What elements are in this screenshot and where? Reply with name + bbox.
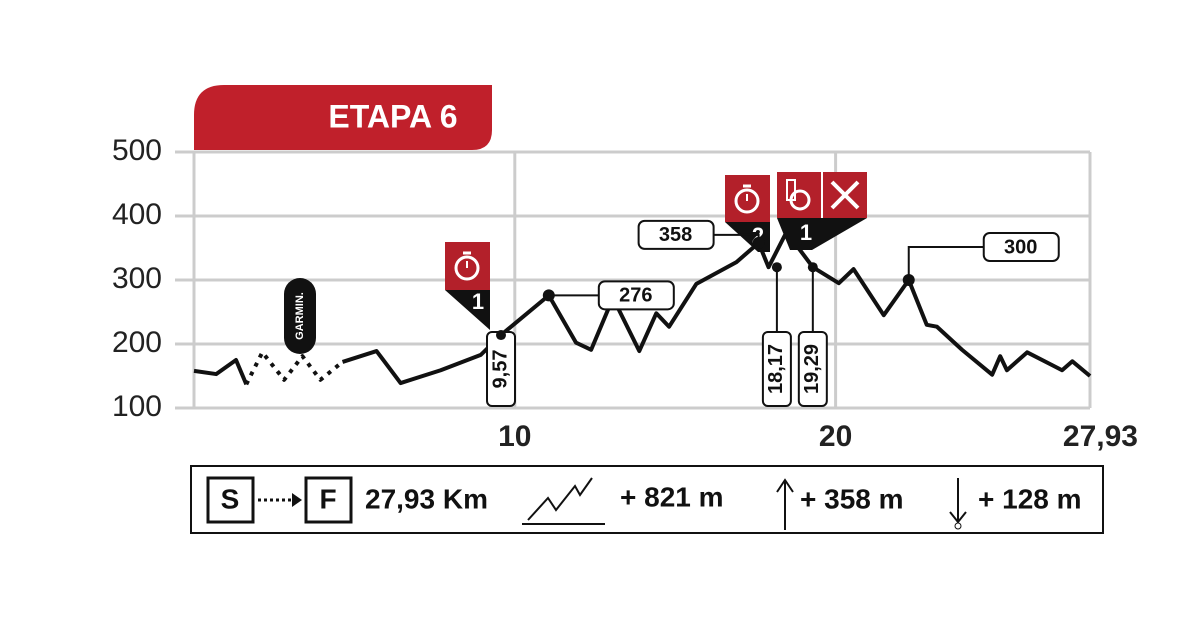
callout-dot <box>902 274 915 286</box>
title-tab <box>194 85 492 150</box>
distance: 27,93 Km <box>365 483 488 514</box>
badge-number: 1 <box>800 220 812 245</box>
badge: 1 <box>777 172 867 250</box>
x-tick-label: 10 <box>498 420 531 453</box>
marker-label: 18,17 <box>765 344 787 394</box>
callout-label: 300 <box>1004 236 1037 258</box>
callout-label: 358 <box>659 224 692 246</box>
elevation-line <box>341 230 1092 386</box>
callout-label: 276 <box>619 285 652 307</box>
callout-box <box>637 219 715 250</box>
callout-dot <box>752 236 765 249</box>
brand-pill <box>284 278 316 354</box>
marker-dot <box>771 262 782 273</box>
max-icon <box>776 478 794 530</box>
marker-label: 19,29 <box>801 344 823 394</box>
loss-icon <box>949 478 967 524</box>
gain-icon <box>522 477 605 525</box>
x-tick-label: 20 <box>819 420 852 453</box>
start: S <box>221 483 240 514</box>
chart-title: ETAPA 6 <box>328 98 457 134</box>
marker-dot <box>807 262 818 273</box>
finish-box <box>304 476 353 524</box>
x-tick-label: 27,93 <box>1063 420 1138 453</box>
callout-box <box>982 232 1060 262</box>
elevation-line <box>193 358 249 386</box>
start-box <box>206 476 255 524</box>
gain: + 821 m <box>620 481 724 512</box>
callout-box <box>597 280 675 311</box>
brand: GARMIN. <box>294 292 306 340</box>
y-tick-label: 500 <box>112 134 162 167</box>
badge: 1 <box>445 242 490 330</box>
marker-label: 9,57 <box>489 350 511 389</box>
marker-dot <box>496 330 507 341</box>
max: + 358 m <box>800 483 904 514</box>
loss: + 128 m <box>978 483 1082 514</box>
marker-box <box>761 331 792 407</box>
y-tick-label: 200 <box>112 326 162 359</box>
elevation-line <box>244 350 344 386</box>
y-tick-label: 400 <box>112 198 162 231</box>
marker-box <box>797 331 828 407</box>
badge-number: 1 <box>472 289 484 314</box>
y-tick-label: 100 <box>112 390 162 423</box>
y-tick-label: 300 <box>112 262 162 295</box>
callout-dot <box>542 289 555 302</box>
finish: F <box>319 483 336 514</box>
callout-line <box>907 246 984 280</box>
